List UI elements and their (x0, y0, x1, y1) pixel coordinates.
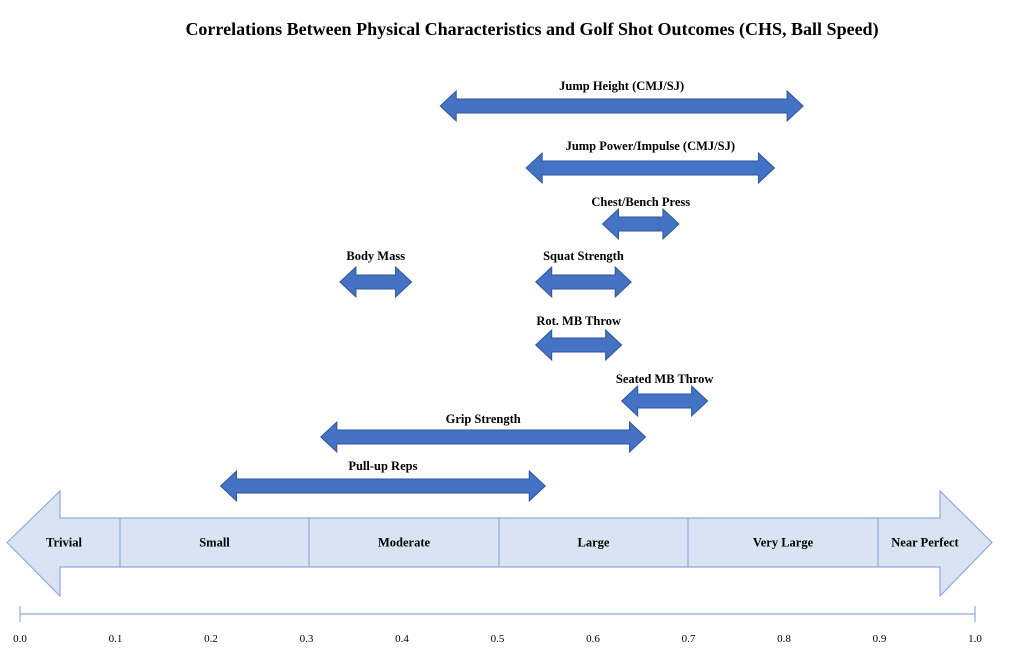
tick-label: 0.7 (682, 633, 696, 645)
tick-label: 1.0 (968, 633, 982, 645)
scale-label-very-large: Very Large (753, 536, 814, 550)
range-body-mass: Body Mass (339, 249, 413, 299)
range-label: Jump Power/Impulse (CMJ/SJ) (566, 139, 735, 153)
x-axis: 0.0 0.1 0.2 0.3 0.4 0.5 0.6 0.7 0.8 0.9 1.0 (13, 606, 982, 645)
range-label: Pull-up Reps (348, 459, 417, 473)
range-label: Chest/Bench Press (591, 195, 690, 209)
range-label: Seated MB Throw (616, 372, 713, 386)
range-arrow (439, 89, 804, 123)
range-label: Jump Height (CMJ/SJ) (559, 79, 684, 93)
range-pull-up-reps: Pull-up Reps (219, 459, 546, 503)
range-label: Rot. MB Throw (536, 314, 621, 328)
range-arrow (601, 207, 680, 241)
tick-label: 0.9 (873, 633, 887, 645)
scale-label-near-perfect: Near Perfect (891, 536, 959, 550)
tick-label: 0.2 (204, 633, 218, 645)
range-jump-height-cmj-sj: Jump Height (CMJ/SJ) (439, 79, 804, 123)
range-jump-power-impulse-cmj-sj: Jump Power/Impulse (CMJ/SJ) (525, 139, 776, 185)
range-label: Body Mass (346, 249, 405, 263)
tick-label: 0.0 (13, 633, 27, 645)
tick-label: 0.1 (109, 633, 123, 645)
range-arrow (534, 328, 623, 362)
range-rot-mb-throw: Rot. MB Throw (534, 314, 623, 362)
tick-label: 0.5 (491, 633, 505, 645)
scale-label-small: Small (199, 536, 230, 550)
scale-label-large: Large (578, 536, 610, 550)
correlation-ranges: Jump Height (CMJ/SJ) Jump Power/Impulse (… (219, 79, 804, 503)
range-arrow (320, 420, 647, 454)
range-seated-mb-throw: Seated MB Throw (616, 372, 713, 418)
range-arrow (339, 265, 413, 299)
range-arrow (525, 151, 776, 185)
tick-label: 0.4 (395, 633, 409, 645)
tick-label: 0.6 (586, 633, 600, 645)
scale-label-moderate: Moderate (378, 536, 431, 550)
range-arrow (620, 384, 709, 418)
chart-title: Correlations Between Physical Characteri… (185, 19, 878, 40)
range-grip-strength: Grip Strength (320, 412, 647, 454)
range-squat-strength: Squat Strength (534, 249, 632, 299)
range-chest-bench-press: Chest/Bench Press (591, 195, 690, 241)
tick-label: 0.3 (300, 633, 314, 645)
effect-size-scale: Trivial Small Moderate Large Very Large Near … (6, 489, 993, 598)
range-label: Grip Strength (446, 412, 521, 426)
range-label: Squat Strength (543, 249, 624, 263)
tick-label: 0.8 (777, 633, 791, 645)
range-arrow (534, 265, 632, 299)
scale-label-trivial: Trivial (46, 536, 82, 550)
range-arrow (219, 469, 546, 503)
